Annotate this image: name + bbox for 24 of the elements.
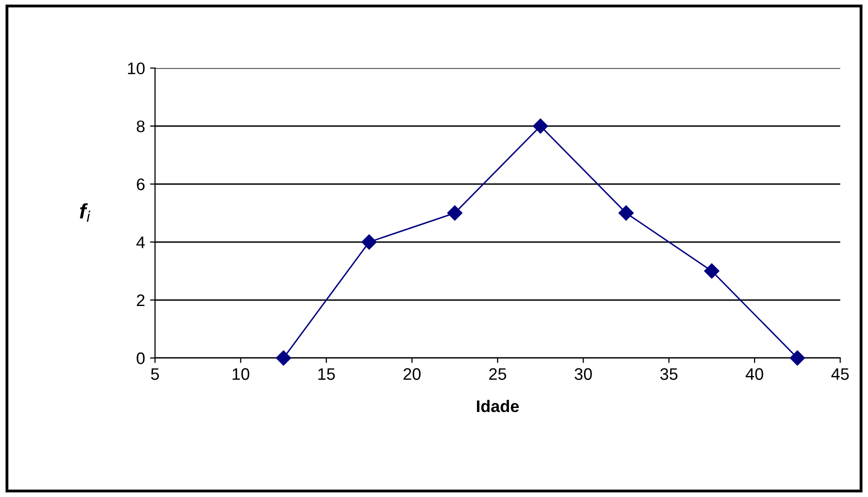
y-tick-label: 6 xyxy=(136,178,145,190)
point xyxy=(362,234,377,250)
y-tick-label: 10 xyxy=(128,62,145,74)
y-tick-label: 2 xyxy=(136,294,144,306)
point xyxy=(704,263,720,279)
y-tick-label: 4 xyxy=(136,236,145,248)
x-tick-label: 35 xyxy=(660,368,678,380)
x-tick-label: 5 xyxy=(151,368,159,380)
x-tick-label: 20 xyxy=(404,368,421,380)
y-tick-label: 8 xyxy=(136,120,145,132)
x-tick-label: 30 xyxy=(574,368,592,380)
point xyxy=(790,350,805,366)
x-tick-label: 25 xyxy=(489,368,506,380)
x-tick-label: 40 xyxy=(746,368,764,380)
point xyxy=(618,205,634,221)
x-axis-title: Idade xyxy=(476,400,519,412)
point xyxy=(276,350,292,366)
x-tick-label: 45 xyxy=(831,368,849,380)
y-axis-title: f$_{i}$ xyxy=(80,203,90,222)
point xyxy=(532,118,548,134)
y-tick-label: 0 xyxy=(136,352,145,364)
x-tick-label: 15 xyxy=(318,368,335,380)
x-tick-label: 10 xyxy=(232,368,250,380)
point xyxy=(447,205,462,221)
